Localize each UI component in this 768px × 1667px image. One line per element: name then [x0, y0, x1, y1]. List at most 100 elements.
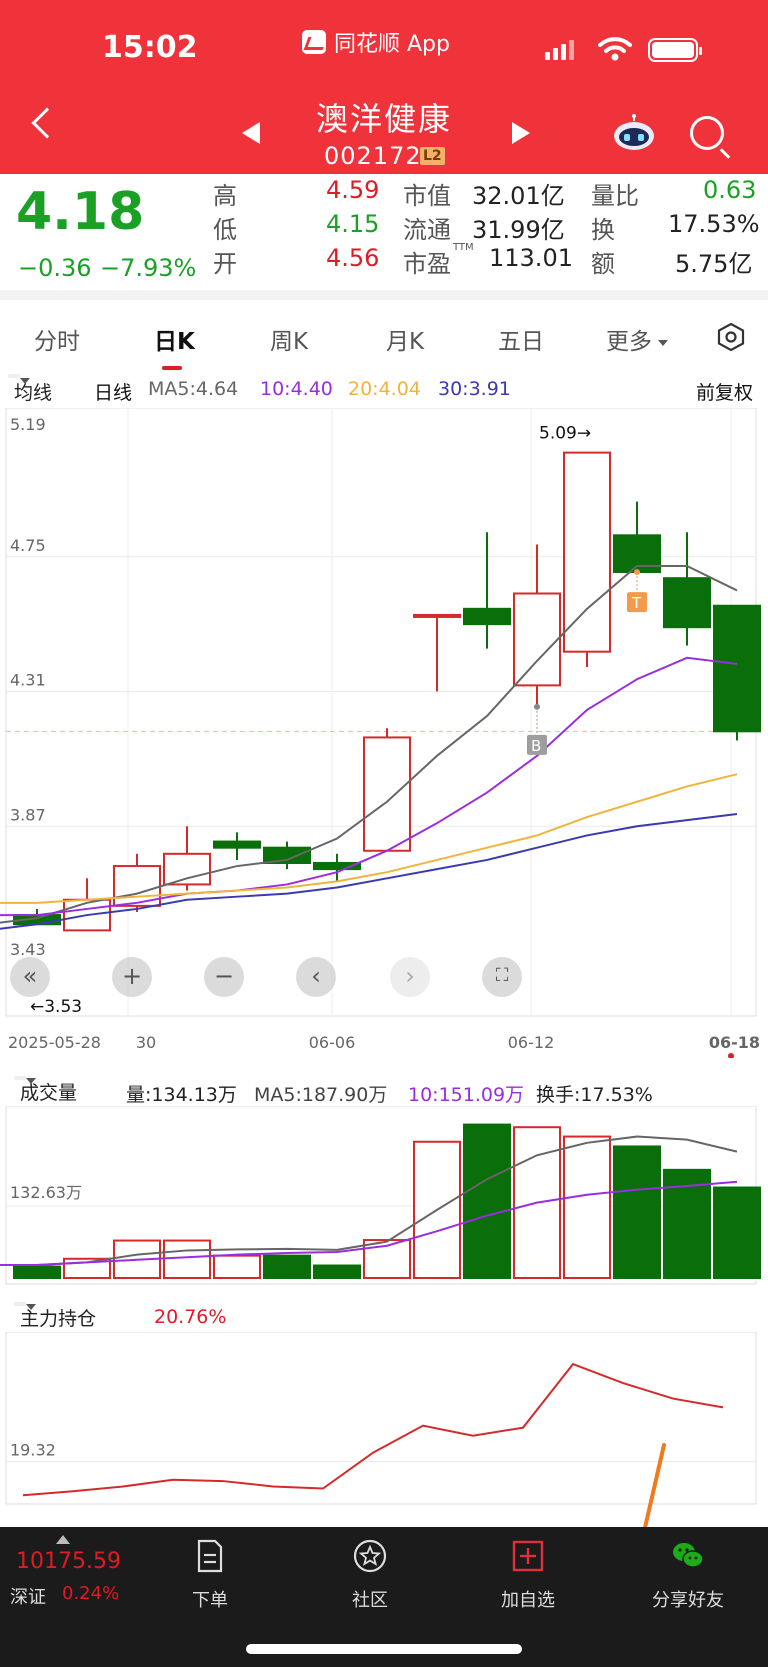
ma20-line: [0, 773, 738, 904]
scroll-left-button[interactable]: ‹: [296, 957, 336, 997]
chart-settings-icon[interactable]: [716, 322, 746, 352]
buy-marker-dot: [534, 703, 540, 710]
period-tabs: 分时 日K 周K 月K 五日 更多: [0, 300, 768, 372]
nav-order-label: 下单: [192, 1590, 228, 1611]
low-label: 低: [213, 216, 237, 244]
volume-selector[interactable]: 成交量: [14, 1076, 77, 1104]
vol_ma10-line: [0, 1180, 738, 1266]
nav-add-watchlist-label: 加自选: [501, 1590, 555, 1611]
volume-ma5: MA5:187.90万: [254, 1084, 388, 1106]
volume-y-tick: 132.63万: [10, 1183, 82, 1202]
volume-bar: [463, 1123, 511, 1279]
search-icon[interactable]: [690, 116, 724, 150]
tab-monthly[interactable]: 月K: [386, 329, 425, 355]
volratio-value: 0.63: [703, 176, 757, 204]
kline-y-tick: 3.43: [10, 940, 46, 959]
price-change-pct: −7.93%: [100, 254, 197, 282]
cellular-signal-icon: [545, 40, 574, 60]
scroll-left-fast-button[interactable]: «: [10, 957, 50, 997]
source-app-link[interactable]: 同花顺 App: [302, 26, 450, 58]
high-price-mark: 5.09→: [539, 424, 591, 444]
nav-community[interactable]: 社区: [310, 1539, 430, 1612]
status-time: 15:02: [102, 30, 198, 65]
volume-value: 量:134.13万: [126, 1084, 237, 1106]
candle-body: [413, 613, 461, 618]
volume-bar: [263, 1254, 311, 1279]
trade-marker-label: T: [631, 594, 642, 612]
nav-share[interactable]: 分享好友: [628, 1539, 748, 1612]
nav-add-watchlist[interactable]: 加自选: [468, 1539, 588, 1612]
volume-chart[interactable]: 132.63万: [0, 1106, 768, 1286]
kline-x-label: 06-18: [709, 1033, 760, 1052]
ma30-value: 30:3.91: [438, 378, 511, 400]
ai-assistant-icon[interactable]: [612, 114, 656, 152]
mainforce-selector[interactable]: 主力持仓: [14, 1302, 96, 1330]
app-header: 15:02 同花顺 App 澳洋健康 002172 L2: [0, 0, 768, 174]
document-icon: [197, 1539, 223, 1573]
ma-indicator-row: 均线 日线 MA5:4.64 10:4.40 20:4.04 30:3.91 前…: [6, 374, 762, 408]
chevron-down-icon: [658, 339, 668, 346]
trade-marker-box: [627, 592, 647, 613]
mainforce-selector-label: 主力持仓: [20, 1308, 97, 1330]
tab-more[interactable]: 更多: [606, 322, 668, 356]
candle-body: [313, 862, 361, 871]
tab-weekly[interactable]: 周K: [270, 329, 309, 355]
float-label: 流通: [403, 216, 451, 244]
ma30-line: [0, 813, 738, 930]
volume-turnover: 换手:17.53%: [536, 1084, 653, 1106]
prev-stock-icon[interactable]: [242, 122, 260, 144]
bottom-nav: 10175.59 深证 0.24% 下单 社区 加自选 分享好友: [0, 1527, 768, 1667]
kline-x-label: 06-12: [508, 1033, 555, 1052]
kline-y-tick: 4.75: [10, 536, 46, 555]
mainforce-chart[interactable]: 19.32: [0, 1332, 768, 1522]
mainforce-frame: [5, 1332, 757, 1505]
zoom-in-button[interactable]: +: [112, 957, 152, 997]
kline-x-label: 06-06: [309, 1033, 356, 1052]
kline-x-label: 30: [136, 1033, 156, 1052]
candle-body: [263, 846, 311, 864]
nav-order[interactable]: 下单: [150, 1539, 270, 1612]
indicator-selector[interactable]: 均线: [8, 374, 52, 404]
pe-value: 113.01: [489, 244, 573, 272]
mktcap-label: 市值: [403, 182, 451, 210]
tab-five-day[interactable]: 五日: [498, 329, 544, 355]
kline-x-label: 2025-05-28: [8, 1033, 101, 1052]
kline-y-tick: 5.19: [10, 415, 46, 434]
add-watchlist-icon: [512, 1540, 544, 1572]
next-stock-icon[interactable]: [512, 122, 530, 144]
candle-body: [513, 592, 561, 687]
tab-daily[interactable]: 日K: [154, 329, 195, 355]
mainforce-y-tick: 19.32: [10, 1440, 56, 1459]
chevron-down-icon: [26, 1078, 36, 1084]
ma20-value: 20:4.04: [348, 378, 421, 400]
app-logo-icon: [302, 30, 326, 54]
tab-intraday[interactable]: 分时: [34, 329, 80, 355]
candle-body: [563, 451, 611, 653]
float-value: 31.99亿: [472, 216, 565, 244]
volume-bar: [313, 1264, 361, 1280]
zoom-out-button[interactable]: −: [204, 957, 244, 997]
scroll-right-button[interactable]: ›: [390, 957, 430, 997]
volume-bar: [213, 1254, 261, 1279]
volume-selector-label: 成交量: [20, 1082, 78, 1104]
period-label: 日线: [94, 382, 133, 404]
volume-bar: [13, 1265, 61, 1279]
amount-value: 5.75亿: [675, 250, 753, 278]
price-change: −0.36: [18, 254, 92, 282]
candle-body: [463, 607, 511, 626]
nav-share-label: 分享好友: [652, 1590, 724, 1611]
index-value: 10175.59: [16, 1549, 121, 1574]
pe-label: 市盈: [403, 250, 451, 278]
adjust-selector[interactable]: 前复权: [696, 382, 754, 404]
vol_ma5-line: [0, 1135, 738, 1266]
fullscreen-button[interactable]: ⛶: [482, 957, 522, 997]
candle-body: [163, 852, 211, 886]
pe-ttm-sup: TTM: [453, 242, 474, 253]
ma10-line: [0, 656, 738, 917]
ma5-value: MA5:4.64: [148, 378, 239, 400]
last-price: 4.18: [16, 182, 145, 242]
kline-chart[interactable]: 5.19 4.75 4.31 3.87 3.43 2025-05-28 30 06-06 06-…: [0, 408, 768, 1058]
candle-body: [663, 577, 711, 629]
buy-marker-box: [527, 734, 547, 755]
turnover-label: 换: [591, 216, 615, 244]
